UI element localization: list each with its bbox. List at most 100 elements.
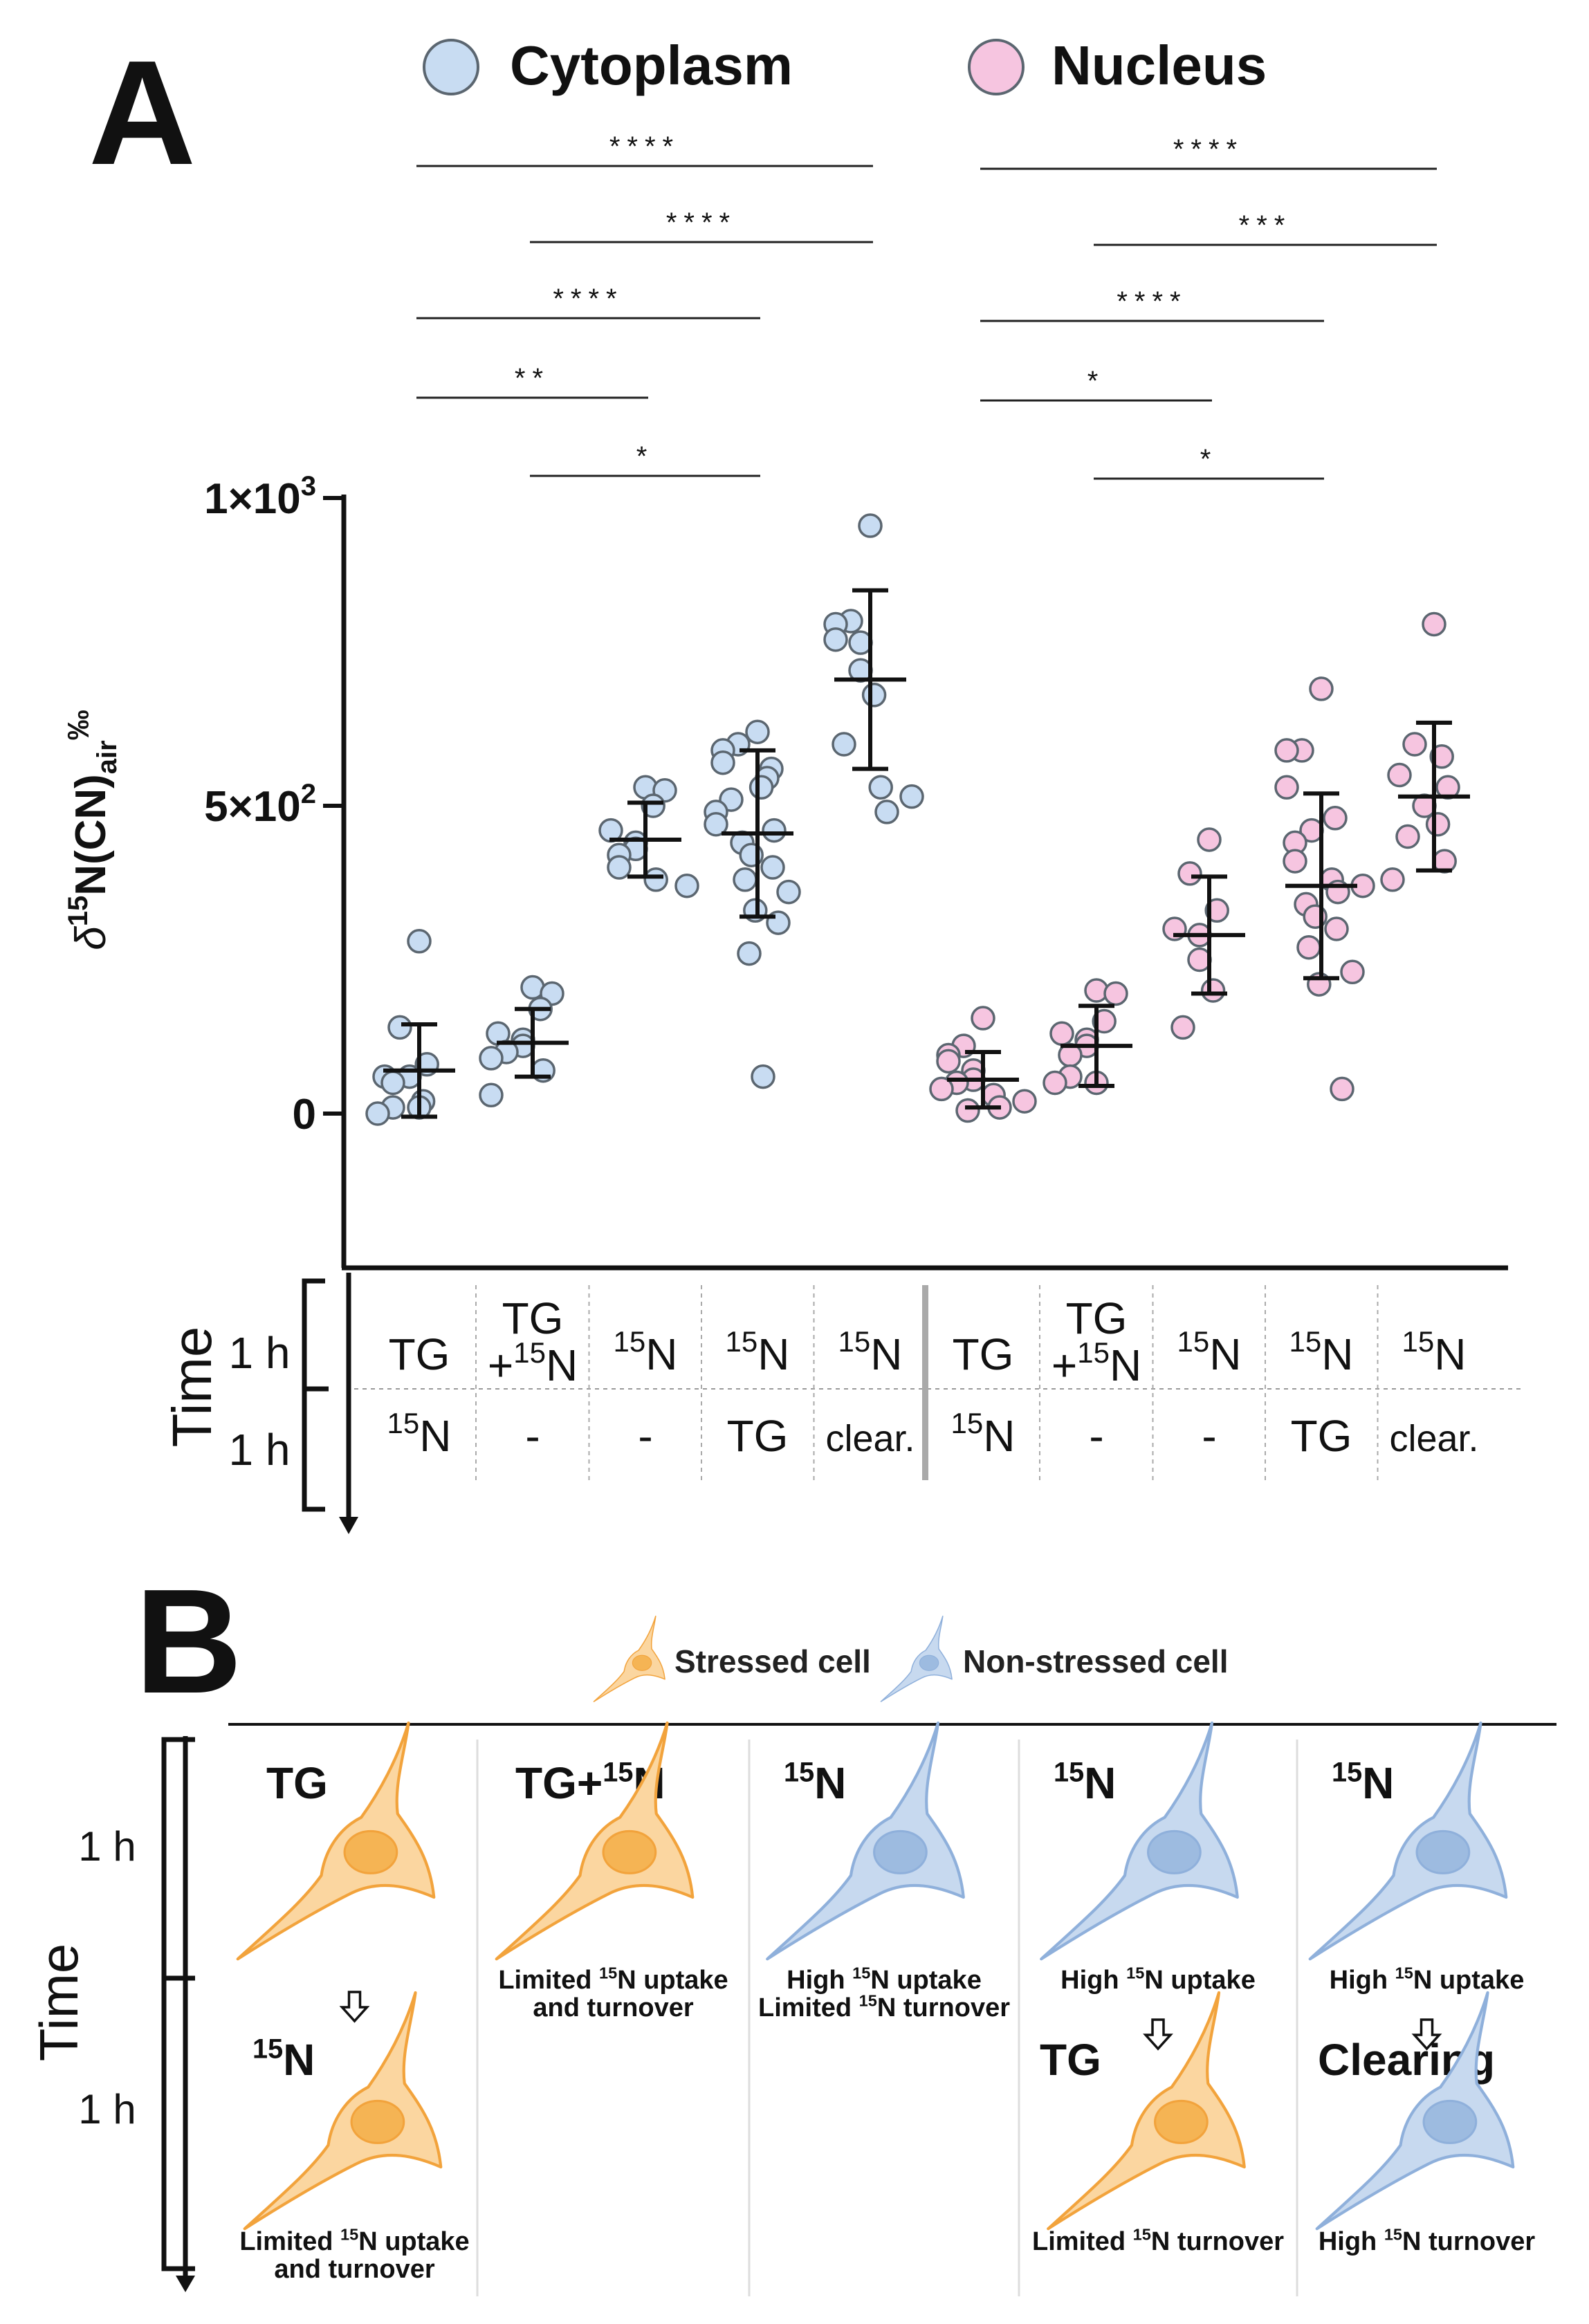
condition-text: N <box>1209 1329 1241 1379</box>
outcome-caption: and turnover <box>533 1993 693 2022</box>
significance-stars: **** <box>609 131 680 162</box>
outcome-caption: High 15N uptake <box>1330 1964 1525 1995</box>
cell-body <box>1047 1991 1246 2231</box>
text-part: and turnover <box>533 1993 693 2022</box>
data-group <box>1380 611 1470 892</box>
time-bracket <box>161 1737 195 2271</box>
condition-row1: 15N <box>838 1325 903 1379</box>
treatment-label-bottom: 15N <box>252 2034 315 2085</box>
condition-text: N <box>1321 1329 1353 1379</box>
significance-stars: **** <box>666 208 737 238</box>
data-point <box>479 1082 504 1108</box>
data-point <box>1197 827 1222 852</box>
condition-row1: 15N <box>1177 1325 1242 1379</box>
non-stressed-cell-icon <box>766 1721 965 1961</box>
cell-nucleus <box>1415 1829 1471 1874</box>
condition-text: N <box>1434 1329 1466 1379</box>
text-part: Limited <box>758 1993 859 2022</box>
data-point <box>861 683 887 708</box>
y-tick-base: 5×10 <box>204 783 301 831</box>
data-point <box>674 873 699 898</box>
text-part: High <box>1060 1966 1126 1995</box>
text-part: + <box>577 1758 603 1808</box>
data-point <box>704 811 728 837</box>
text-part: N <box>814 1758 846 1808</box>
panel-b-label: B <box>135 1558 243 1724</box>
data-point <box>971 1006 995 1031</box>
non-stressed-cell-icon <box>1308 1721 1508 1961</box>
data-point <box>1200 978 1226 1003</box>
text-part: N <box>1362 1758 1394 1808</box>
condition-row1: TG <box>389 1329 450 1379</box>
data-point <box>874 800 899 824</box>
y-label-unit: ‰ <box>62 710 95 740</box>
condition-text: TG <box>389 1329 450 1379</box>
data-point <box>641 793 665 818</box>
condition-text: - <box>638 1411 652 1461</box>
condition-isotope: 15 <box>951 1407 984 1439</box>
data-point <box>1012 1089 1037 1114</box>
significance-stars: **** <box>1173 134 1244 165</box>
cell-nucleus <box>350 2099 405 2144</box>
treatment-label-top: 15N <box>1332 1758 1394 1808</box>
cell-nucleus <box>602 1829 657 1874</box>
legend-b: Stressed cell Non-stressed cell <box>593 1615 1228 1702</box>
condition-row2: clear. <box>825 1418 915 1459</box>
text-part: N turnover <box>1151 2227 1284 2256</box>
transition-arrow-icon <box>1411 2018 1442 2051</box>
condition-row1: 15N <box>1289 1325 1354 1379</box>
treatment-label-top: 15N <box>784 1758 846 1808</box>
text-part: Limited <box>498 1966 599 1995</box>
data-point <box>1425 811 1451 837</box>
significance-stars: *** <box>1239 210 1292 241</box>
condition-text: TG <box>502 1293 564 1343</box>
data-group <box>1043 978 1132 1096</box>
text-part: High <box>1319 2227 1384 2256</box>
non-stressed-cell-icon <box>1040 1721 1239 1961</box>
significance-stars: * <box>1200 444 1218 474</box>
text-part: High <box>787 1966 852 1995</box>
condition-row2: - <box>1089 1411 1103 1461</box>
significance-stars: **** <box>1117 286 1187 317</box>
condition-text: clear. <box>825 1418 915 1459</box>
condition-text: TG <box>1066 1293 1128 1343</box>
condition-row2: 15N <box>387 1407 452 1461</box>
condition-isotope: 15 <box>1402 1325 1435 1358</box>
data-group <box>704 719 801 1089</box>
data-point <box>929 1076 954 1102</box>
significance-bracket: * <box>530 441 760 477</box>
non-stressed-cell-icon <box>880 1615 953 1702</box>
superscript: 15 <box>1126 1964 1144 1982</box>
data-point <box>1380 867 1405 892</box>
superscript: 15 <box>340 2226 358 2244</box>
superscript: 15 <box>1332 1758 1362 1788</box>
text-part: N <box>283 2035 315 2085</box>
treatment-label-top: 15N <box>1054 1758 1116 1808</box>
legend-marker-nucleus <box>968 39 1025 95</box>
data-point <box>760 855 785 880</box>
outcome-caption: Limited 15N uptake <box>239 2226 469 2256</box>
data-point <box>380 1070 405 1096</box>
superscript: 15 <box>1133 2226 1151 2244</box>
cell-nucleus <box>632 1654 652 1671</box>
cell-body <box>1040 1721 1239 1961</box>
data-group <box>1162 827 1245 1040</box>
stressed-cell-icon <box>1047 1991 1246 2231</box>
y-tick-label: 0 <box>293 1091 316 1138</box>
cell-body <box>766 1721 965 1961</box>
data-point <box>710 750 735 775</box>
significance-bracket: **** <box>416 284 760 320</box>
cell-nucleus <box>343 1829 398 1874</box>
significance-bracket: * <box>1094 444 1324 480</box>
superscript: 15 <box>1054 1758 1084 1788</box>
condition-row2: TG <box>727 1411 789 1461</box>
data-point <box>1429 744 1454 769</box>
data-group <box>823 513 924 824</box>
data-point <box>387 1015 412 1040</box>
outcome-caption: High 15N uptake <box>787 1964 982 1995</box>
significance-bracket: ** <box>416 363 648 399</box>
cell-body <box>1315 1991 1515 2231</box>
condition-text: N <box>1110 1340 1141 1390</box>
